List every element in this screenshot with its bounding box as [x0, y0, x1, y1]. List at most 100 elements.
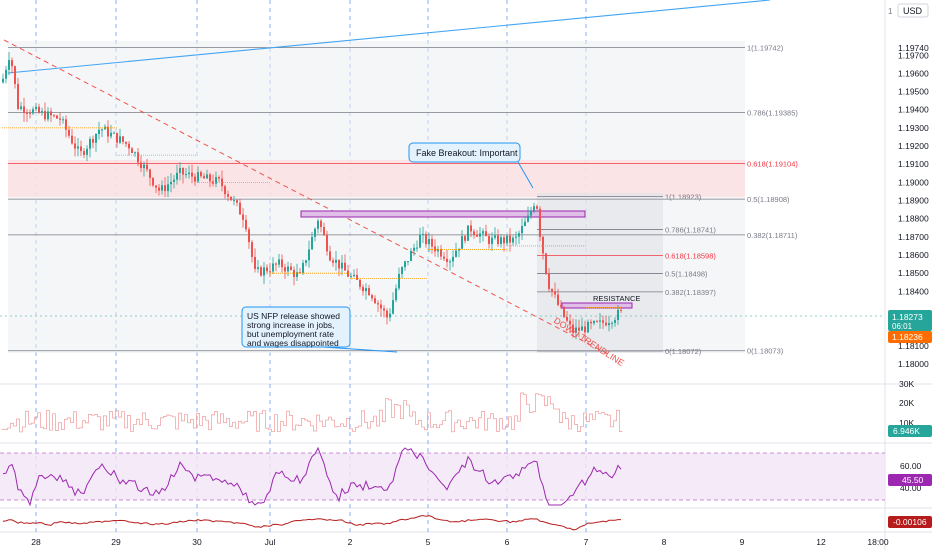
candle-body [593, 321, 595, 324]
candle-body [32, 109, 34, 114]
candle-body [491, 237, 493, 244]
candle-body [563, 306, 565, 317]
fib-small-level-label: 0.786(1.18741) [665, 225, 716, 234]
candle-body [200, 172, 202, 177]
time-axis[interactable]: 28 29 30 Jul 2 5 6 7 8 9 12 18:00 [31, 537, 889, 547]
candle-body [176, 172, 178, 180]
candle-body [41, 110, 43, 113]
candle-body [260, 267, 262, 276]
candle-body [500, 237, 502, 245]
price-tick: 1.19740 [898, 43, 929, 53]
price-tick: 1.18700 [898, 232, 929, 242]
candle-body [587, 321, 589, 333]
candle-body [464, 236, 466, 241]
candle-body [50, 111, 52, 116]
time-tick: 7 [584, 537, 589, 547]
fib-small-level-label: 1(1.18923) [665, 192, 702, 201]
candle-body [116, 132, 118, 143]
candlesticks [2, 52, 622, 342]
candle-body [155, 185, 157, 188]
candle-body [191, 172, 193, 177]
candle-body [227, 194, 229, 197]
candle-body [158, 187, 160, 191]
candle-body [173, 179, 175, 182]
candle-body [137, 152, 139, 163]
candle-body [599, 320, 601, 322]
candle-body [53, 115, 55, 117]
candle-body [278, 259, 280, 265]
candle-body [77, 146, 79, 149]
candle-body [71, 135, 73, 144]
candle-body [482, 231, 484, 234]
candle-body [416, 247, 418, 249]
candle-body [74, 143, 76, 149]
nfp-callout[interactable]: US NFP release showed strong increase in… [241, 306, 398, 353]
down-trendline[interactable] [3, 39, 611, 356]
fake-breakout-text: Fake Breakout: Important [416, 148, 518, 158]
candle-body [209, 174, 211, 182]
candle-body [335, 259, 337, 263]
candle-body [476, 234, 478, 237]
nfp-line-3: but unemployment rate [247, 329, 334, 339]
candle-body [398, 273, 400, 289]
candle-body [362, 286, 364, 292]
candle-body [236, 200, 238, 203]
resistance-zone-small[interactable] [561, 302, 633, 309]
candle-body [95, 133, 97, 143]
candle-body [350, 276, 352, 278]
candle-body [161, 185, 163, 191]
time-tick: 6 [505, 537, 510, 547]
rsi-line [2, 446, 622, 507]
price-tick: 1.18100 [898, 341, 929, 351]
fib-level-label: 0.618(1.19104) [747, 160, 798, 169]
candle-body [92, 138, 94, 143]
resistance-zone[interactable] [300, 210, 586, 218]
time-tick: 5 [426, 537, 431, 547]
candle-body [332, 260, 334, 263]
fake-breakout-callout[interactable]: Fake Breakout: Important [408, 142, 534, 189]
candle-body [254, 256, 256, 269]
candle-body [554, 291, 556, 295]
macd-value: -0.00106 [893, 517, 927, 527]
candle-body [56, 115, 58, 119]
uptrend-line[interactable] [7, 0, 771, 74]
currency-badge[interactable] [897, 3, 929, 18]
candle-body [131, 148, 133, 154]
candle-body [185, 174, 187, 176]
candle-body [488, 236, 490, 244]
candle-body [338, 259, 340, 269]
candle-body [152, 177, 154, 186]
candle-body [422, 233, 424, 235]
current-price-value: 1.18273 [892, 312, 923, 322]
time-tick: 28 [31, 537, 41, 547]
volume-pane [1, 392, 623, 433]
candle-body [284, 267, 286, 272]
candle-body [410, 250, 412, 262]
fib-level-label: 0.382(1.18711) [747, 231, 798, 240]
candle-body [611, 322, 613, 324]
candle-body [356, 274, 358, 280]
candle-body [452, 256, 454, 262]
candle-body [182, 167, 184, 175]
macd-line [2, 515, 621, 531]
candle-body [515, 236, 517, 238]
time-tick: 12 [816, 537, 826, 547]
candle-body [470, 225, 472, 232]
candle-body [47, 111, 49, 120]
candle-body [407, 261, 409, 263]
candle-body [245, 219, 247, 230]
candle-body [542, 236, 544, 254]
current-price-tag: 1.18273 06:01 [888, 310, 932, 331]
candle-body [596, 321, 598, 323]
price-tick: 1.19400 [898, 105, 929, 115]
candle-body [215, 177, 217, 184]
candle-body [494, 235, 496, 238]
candle-body [143, 164, 145, 169]
fib-lines: 1(1.19742) 0.786(1.19385) 0.618(1.19104) 0.… [8, 44, 798, 356]
rsi-label-60: 60.00 [900, 461, 922, 471]
rsi-label-40: 40.00 [900, 483, 922, 493]
fib-small-level-label: 0.618(1.18598) [665, 251, 716, 260]
candle-body [17, 83, 19, 110]
